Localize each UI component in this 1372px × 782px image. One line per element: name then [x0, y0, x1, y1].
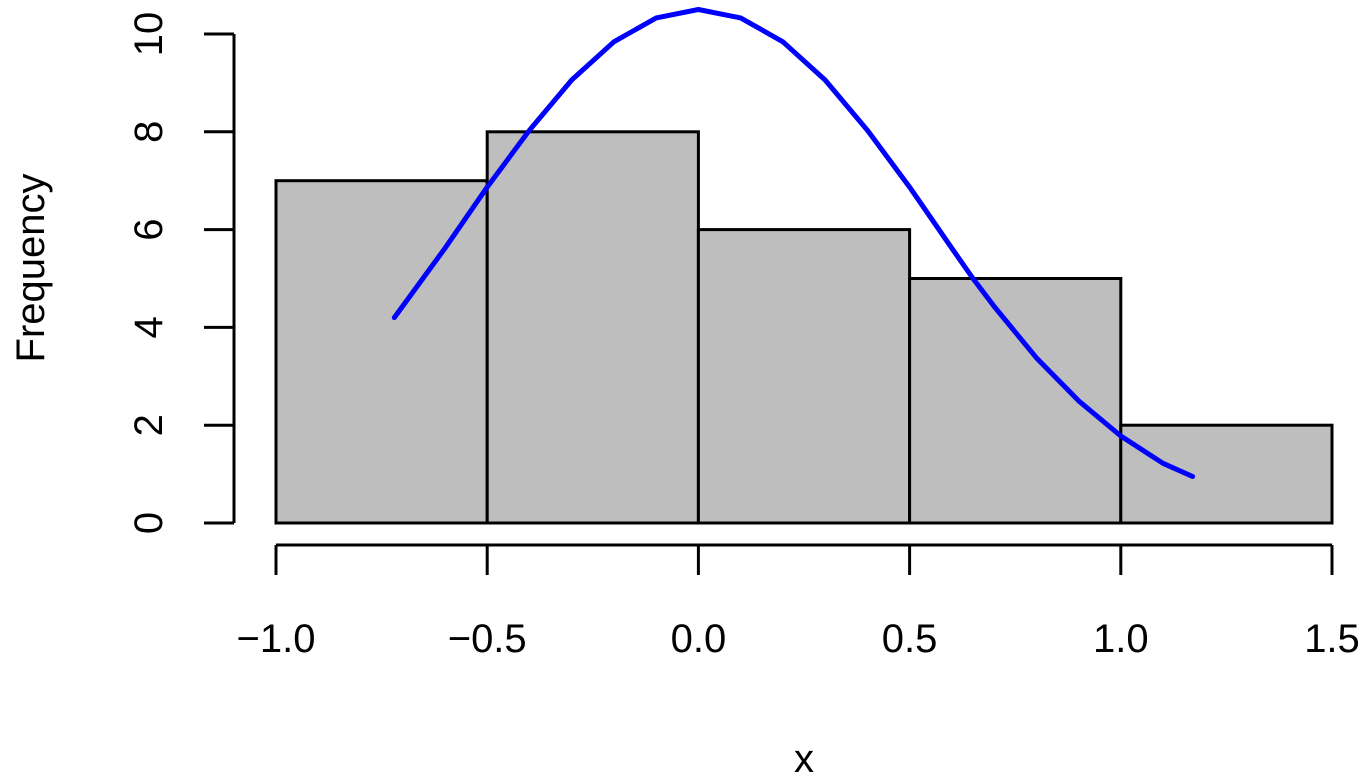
x-tick-label: 0.0: [671, 617, 727, 661]
x-axis: −1.0 −0.5 0.0 0.5 1.0 1.5: [237, 543, 1360, 661]
y-tick-label: 0: [127, 512, 171, 534]
y-tick-label: 10: [127, 12, 171, 57]
y-tick-label: 6: [127, 218, 171, 240]
y-tick-label: 8: [127, 121, 171, 143]
y-axis: 0 2 4 6 8 10: [127, 12, 236, 534]
density-curve: [391, 7, 1196, 479]
y-axis-ticks: 0 2 4 6 8 10: [127, 12, 234, 534]
x-tick-label: −0.5: [448, 617, 527, 661]
x-tick-label: −1.0: [237, 617, 316, 661]
x-axis-ticks: −1.0 −0.5 0.0 0.5 1.0 1.5: [237, 545, 1360, 661]
y-tick-label: 4: [127, 316, 171, 338]
y-axis-title: Frequency: [9, 174, 53, 363]
y-tick-label: 2: [127, 414, 171, 436]
histogram-bar-2: [485, 130, 700, 525]
histogram-bars: [274, 130, 1334, 525]
x-tick-label: 1.0: [1093, 617, 1149, 661]
histogram-bar-3: [696, 228, 912, 525]
x-tick-label: 0.5: [882, 617, 938, 661]
x-axis-title: x: [794, 737, 814, 781]
histogram-bar-5: [1119, 423, 1334, 525]
x-tick-label: 1.5: [1304, 617, 1360, 661]
histogram-bar-4: [908, 277, 1123, 525]
